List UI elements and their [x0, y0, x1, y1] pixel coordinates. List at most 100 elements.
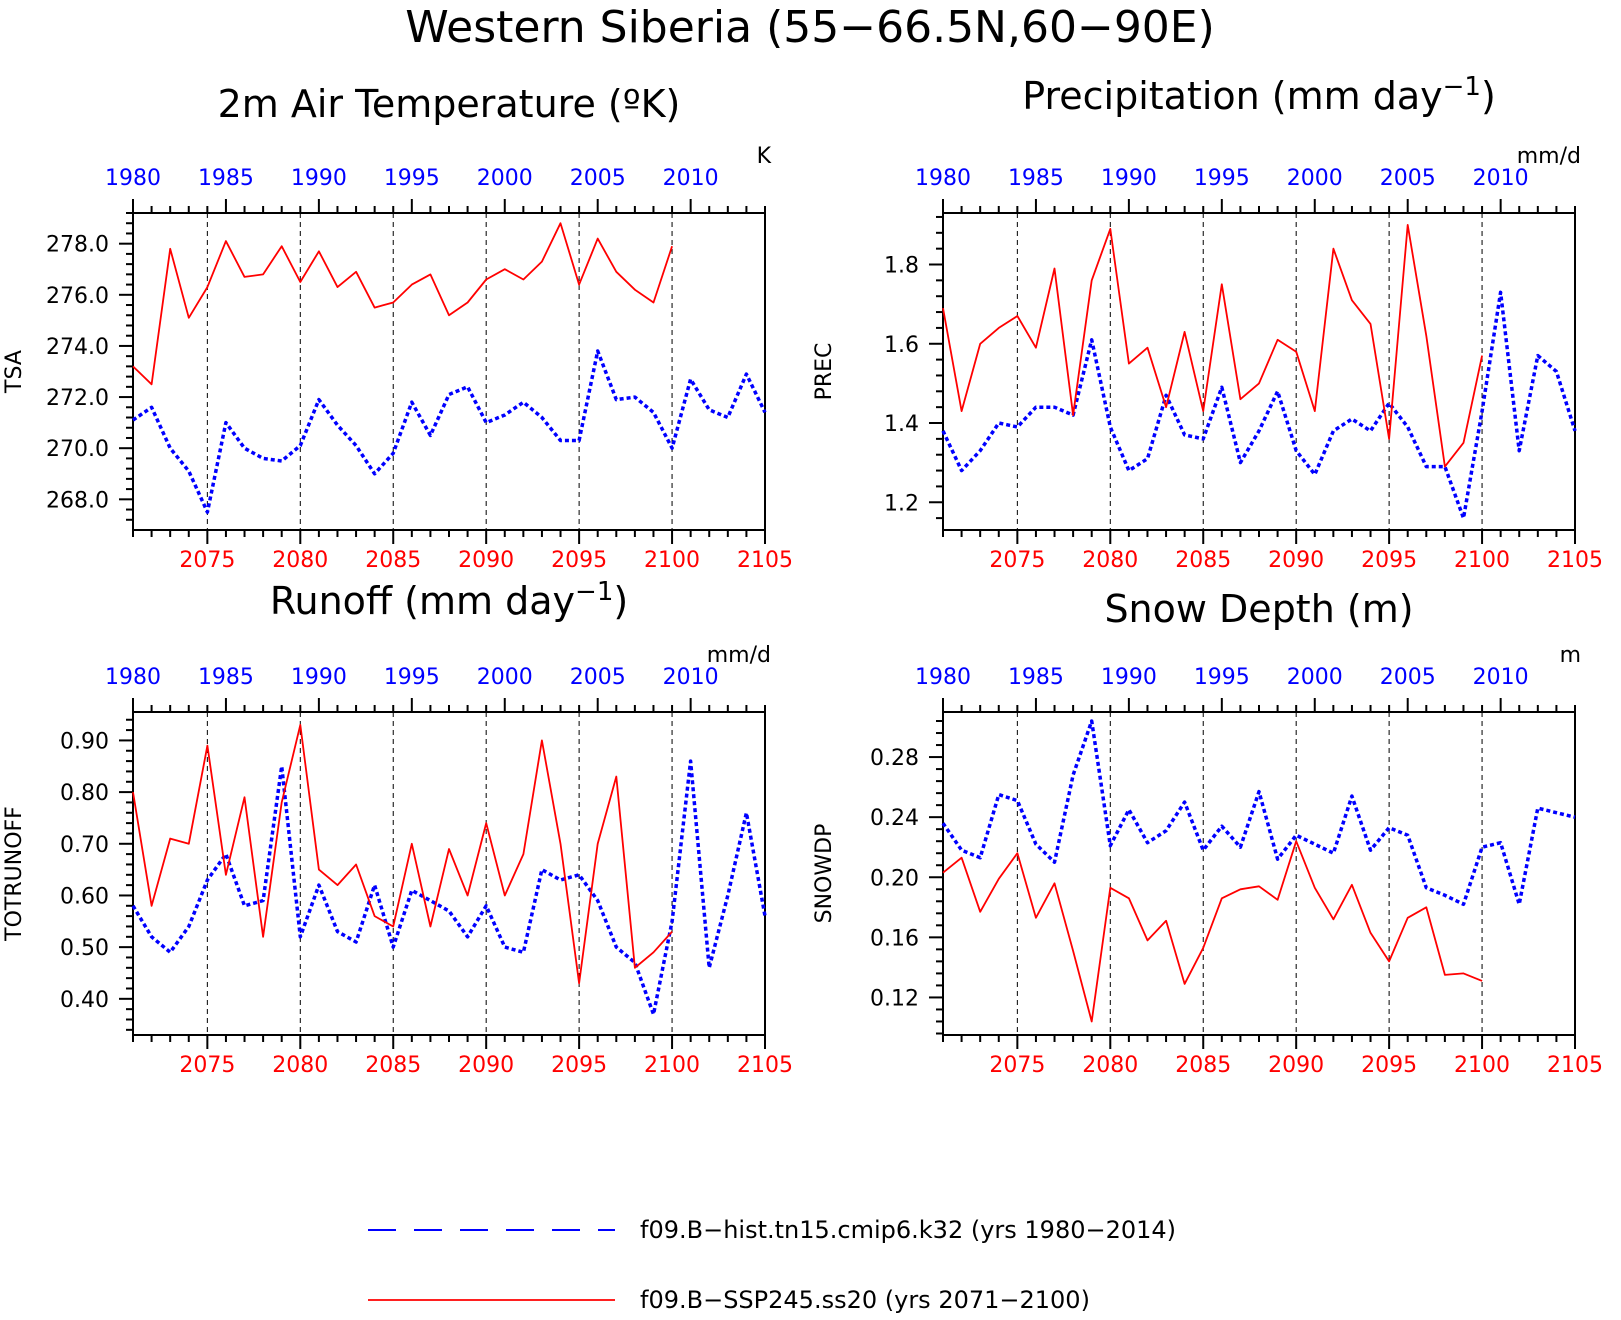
bottom-tick-label: 2095 [551, 548, 607, 573]
y-tick-label: 276.0 [46, 284, 109, 309]
y-tick-label: 0.12 [870, 986, 919, 1011]
y-axis-label: TOTRUNOFF [2, 806, 27, 942]
unit-label: mm/d [707, 643, 771, 668]
y-tick-label: 0.50 [60, 936, 109, 961]
y-tick-label: 0.28 [870, 746, 919, 771]
top-tick-label: 1995 [384, 665, 440, 690]
top-tick-label: 2000 [1287, 665, 1343, 690]
top-tick-label: 1985 [1008, 166, 1064, 191]
bottom-tick-label: 2100 [1454, 1053, 1510, 1078]
y-tick-label: 0.16 [870, 926, 919, 951]
y-tick-label: 1.8 [884, 254, 919, 279]
bottom-tick-label: 2105 [1547, 548, 1603, 573]
top-tick-label: 2005 [570, 166, 626, 191]
chart-panel-1: 2m Air Temperature (ºK) K 2075 2080 2085 2090… [2, 82, 793, 573]
y-tick-label: 1.6 [884, 333, 919, 358]
plot-frame [132, 711, 766, 1036]
top-tick-label: 2000 [477, 665, 533, 690]
plot-frame [942, 212, 1576, 531]
y-tick-label: 1.4 [884, 412, 919, 437]
top-tick-label: 2010 [1473, 665, 1529, 690]
chart-panel-3: Runoff (mm day−1) mm/d 2075 2080 2085 2090 209… [2, 577, 793, 1078]
bottom-tick-label: 2090 [458, 1053, 514, 1078]
top-tick-label: 2005 [1380, 166, 1436, 191]
y-tick-label: 0.40 [60, 988, 109, 1013]
y-tick-label: 270.0 [46, 437, 109, 462]
bottom-tick-label: 2075 [179, 548, 235, 573]
bottom-tick-label: 2100 [1454, 548, 1510, 573]
top-tick-label: 2000 [1287, 166, 1343, 191]
top-tick-label: 2010 [663, 166, 719, 191]
panel-title: Runoff (mm day−1) [270, 577, 628, 623]
y-tick-label: 274.0 [46, 335, 109, 360]
top-tick-label: 1995 [1194, 665, 1250, 690]
series-line-hist [941, 719, 1576, 907]
panel-title: Precipitation (mm day−1) [1022, 72, 1496, 118]
legend-label-hist: f09.B−hist.tn15.cmip6.k32 (yrs 1980−2014… [640, 1216, 1176, 1244]
y-tick-label: 278.0 [46, 233, 109, 258]
bottom-tick-label: 2080 [1082, 548, 1138, 573]
series-line-ssp [942, 223, 1483, 468]
chart-panel-2: Precipitation (mm day−1) mm/d 2075 2080 2085… [812, 72, 1603, 573]
bottom-tick-label: 2085 [1175, 548, 1231, 573]
series-line-ssp [132, 724, 673, 985]
top-tick-label: 1990 [1101, 166, 1157, 191]
bottom-tick-label: 2075 [989, 1053, 1045, 1078]
y-tick-label: 0.60 [60, 884, 109, 909]
bottom-tick-label: 2090 [1268, 548, 1324, 573]
bottom-tick-label: 2105 [737, 1053, 793, 1078]
series-line-hist [131, 759, 767, 1017]
top-tick-label: 1980 [105, 665, 161, 690]
bottom-tick-label: 2105 [737, 548, 793, 573]
top-tick-label: 2005 [1380, 665, 1436, 690]
top-tick-label: 1985 [1008, 665, 1064, 690]
bottom-tick-label: 2080 [272, 1053, 328, 1078]
bottom-tick-label: 2085 [1175, 1053, 1231, 1078]
panel-title: Snow Depth (m) [1104, 587, 1413, 631]
plot-frame [132, 212, 766, 531]
top-tick-label: 2010 [663, 665, 719, 690]
title-end: ) [1481, 74, 1496, 118]
top-tick-label: 2010 [1473, 166, 1529, 191]
top-tick-label: 1990 [291, 166, 347, 191]
y-tick-label: 272.0 [46, 386, 109, 411]
bottom-tick-label: 2085 [365, 1053, 421, 1078]
bottom-tick-label: 2080 [1082, 1053, 1138, 1078]
bottom-tick-label: 2105 [1547, 1053, 1603, 1078]
top-tick-label: 1980 [915, 665, 971, 690]
y-axis-label: SNOWDP [812, 824, 837, 924]
top-tick-label: 1995 [1194, 166, 1250, 191]
bottom-tick-label: 2090 [458, 548, 514, 573]
top-tick-label: 1985 [198, 166, 254, 191]
bottom-tick-label: 2100 [644, 548, 700, 573]
unit-label: m [1560, 643, 1581, 668]
top-tick-label: 1980 [105, 166, 161, 191]
top-tick-label: 2000 [477, 166, 533, 191]
y-tick-label: 0.90 [60, 729, 109, 754]
top-tick-label: 1990 [1101, 665, 1157, 690]
title-superscript: −1 [1443, 72, 1481, 102]
y-axis-label: PREC [812, 343, 837, 401]
panels: 2m Air Temperature (ºK) K 2075 2080 2085 2090… [2, 72, 1603, 1078]
bottom-tick-label: 2095 [551, 1053, 607, 1078]
bottom-tick-label: 2100 [644, 1053, 700, 1078]
bottom-tick-label: 2075 [179, 1053, 235, 1078]
series-line-ssp [132, 222, 673, 386]
series-line-hist [941, 290, 1577, 520]
y-tick-label: 268.0 [46, 488, 109, 513]
y-tick-label: 0.20 [870, 866, 919, 891]
plot-frame [942, 711, 1576, 1036]
series-line-hist [132, 349, 767, 514]
bottom-tick-label: 2075 [989, 548, 1045, 573]
title-superscript: −1 [575, 577, 613, 607]
unit-label: mm/d [1517, 144, 1581, 169]
top-tick-label: 1980 [915, 166, 971, 191]
top-tick-label: 1995 [384, 166, 440, 191]
legend-label-ssp: f09.B−SSP245.ss20 (yrs 2071−2100) [640, 1286, 1090, 1314]
top-tick-label: 1985 [198, 665, 254, 690]
chart-panel-4: Snow Depth (m) m 2075 2080 2085 2090 2095 2100 2… [812, 587, 1603, 1078]
y-axis-label: TSA [2, 350, 27, 394]
top-tick-label: 2005 [570, 665, 626, 690]
unit-label: K [757, 144, 772, 169]
